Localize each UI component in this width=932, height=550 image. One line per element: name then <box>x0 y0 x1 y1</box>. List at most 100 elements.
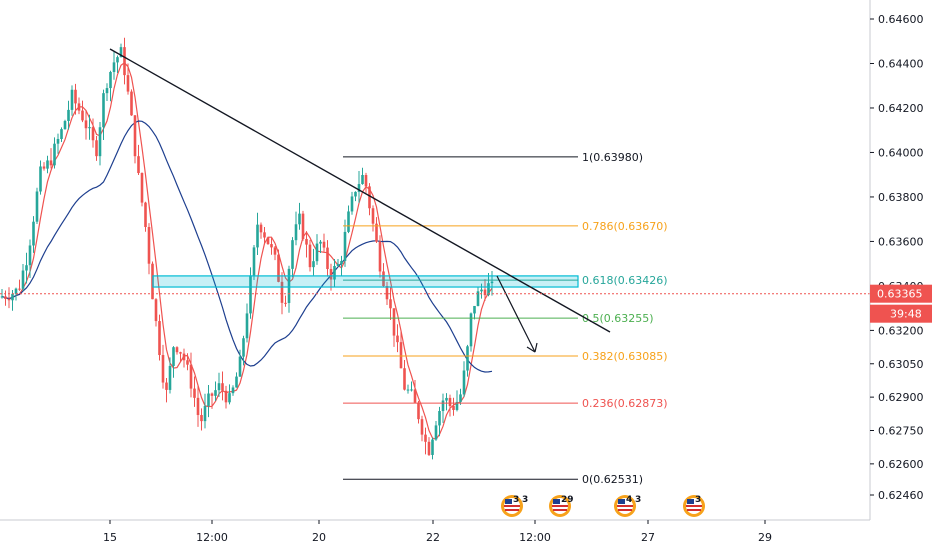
candle-body <box>480 289 483 292</box>
candle-body <box>273 247 277 255</box>
candle <box>452 397 455 416</box>
candle-body <box>406 389 410 391</box>
candle-body <box>298 213 301 225</box>
candle-body <box>158 321 161 356</box>
candle <box>438 406 441 437</box>
candle-body <box>329 269 333 280</box>
candle <box>140 172 144 207</box>
economic-event-badge[interactable]: 3 <box>683 495 705 517</box>
candle <box>459 388 462 405</box>
time-tick-label: 20 <box>312 531 326 544</box>
candle <box>182 348 186 368</box>
event-badges[interactable]: 3 3 29 4 3 3 <box>501 495 705 517</box>
supply-zone-rectangle[interactable] <box>152 275 579 288</box>
event-count: 3 <box>695 495 701 505</box>
candle <box>203 393 207 429</box>
candle <box>25 252 28 284</box>
candle-body <box>14 288 18 294</box>
candle-body <box>445 397 448 401</box>
candle-body <box>235 376 238 388</box>
candle <box>11 289 14 311</box>
candle <box>312 248 315 276</box>
candle <box>77 97 81 115</box>
candle <box>46 155 49 174</box>
candle-body <box>270 244 273 248</box>
candle <box>235 372 238 388</box>
candle <box>319 240 322 254</box>
candle <box>270 237 273 255</box>
candle-body <box>322 241 326 248</box>
candle <box>207 385 210 418</box>
candle-body <box>459 394 462 402</box>
candle-body <box>357 184 361 192</box>
candle-body <box>336 264 340 267</box>
candle-body <box>224 390 228 403</box>
flag-canton <box>687 499 694 504</box>
candle <box>403 360 406 391</box>
candle-body <box>7 298 11 301</box>
flag-stripe <box>618 509 632 511</box>
candle <box>455 390 459 412</box>
drawings[interactable]: 1(0.63980) 0.786(0.63670) 0.618(0.63426) 0.… <box>0 48 870 486</box>
candle <box>172 346 175 378</box>
candle-body <box>42 166 46 169</box>
candle <box>126 63 130 95</box>
price-axis[interactable]: 0.64600 0.64400 0.64200 0.64000 0.63800 0.636… <box>869 0 932 520</box>
candle <box>95 135 98 161</box>
candle <box>483 279 487 301</box>
candle-body <box>84 120 88 129</box>
candle <box>109 70 112 102</box>
flag-canton <box>553 499 560 504</box>
candle <box>469 312 473 352</box>
candle-body <box>438 411 441 426</box>
price-tick-label: 0.63600 <box>878 235 924 248</box>
candle-body <box>175 347 179 353</box>
candle-body <box>308 244 312 268</box>
candle-body <box>46 160 49 169</box>
candle <box>224 385 228 409</box>
candle <box>256 212 259 255</box>
candle <box>165 378 168 403</box>
candle <box>448 394 452 417</box>
candle <box>252 245 256 280</box>
candle-body <box>333 266 336 280</box>
candle <box>273 246 277 261</box>
candle-body <box>60 129 63 139</box>
candle <box>333 258 336 287</box>
projection-arrow-line[interactable] <box>496 275 536 353</box>
candle <box>350 191 354 215</box>
candlesticks <box>0 37 494 460</box>
candle <box>81 100 84 123</box>
candle-body <box>238 356 242 377</box>
candle <box>385 281 389 306</box>
flag-stripe <box>505 509 519 511</box>
candle-body <box>133 115 137 157</box>
candle-body <box>119 47 123 58</box>
event-count: 29 <box>561 495 574 505</box>
candle-body <box>427 441 431 455</box>
candle <box>413 380 417 403</box>
trendline[interactable] <box>109 48 611 333</box>
candle-body <box>81 110 84 121</box>
economic-event-badge[interactable]: 29 <box>549 495 574 517</box>
price-tick-label: 0.64000 <box>878 146 924 159</box>
candle-body <box>116 57 119 63</box>
candle-body <box>56 138 60 144</box>
candle-body <box>35 191 39 222</box>
candle <box>161 344 165 389</box>
candle-body <box>74 89 77 104</box>
candle-body <box>483 289 487 296</box>
candle <box>322 233 326 253</box>
candle <box>347 205 350 234</box>
candle <box>354 191 357 202</box>
candle <box>462 361 466 398</box>
candle-body <box>39 166 42 192</box>
candle-body <box>245 313 249 339</box>
candle-body <box>140 173 144 203</box>
candle-body <box>466 346 469 371</box>
time-axis[interactable]: 15 12:00 20 22 12:00 27 29 <box>0 519 870 544</box>
candle <box>291 237 294 278</box>
